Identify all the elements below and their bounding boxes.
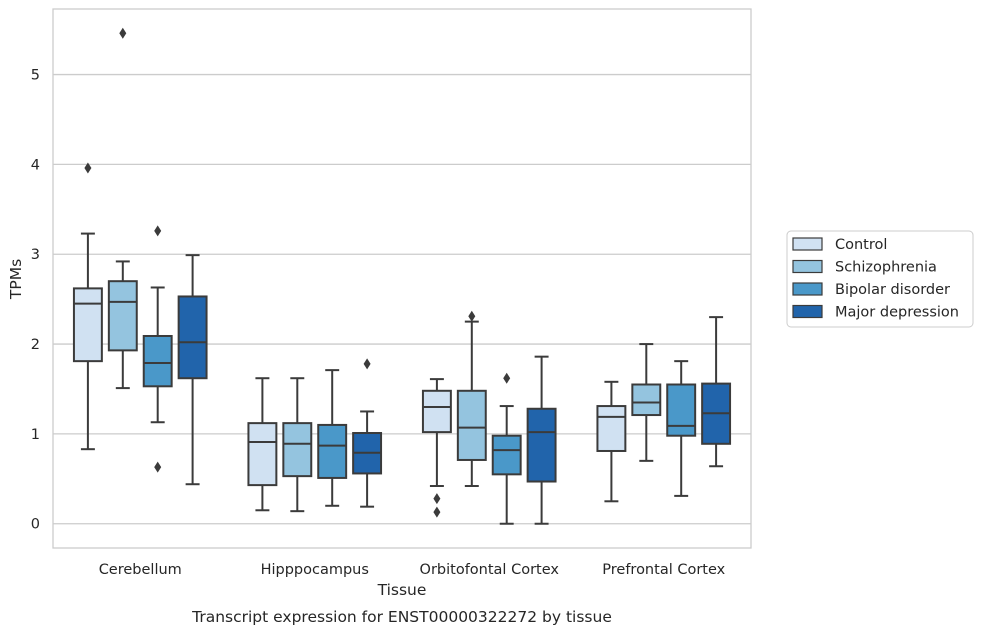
box-body <box>596 405 627 452</box>
outlier-point <box>84 162 92 174</box>
box-body <box>421 389 452 434</box>
box <box>701 316 732 468</box>
legend-label: Schizophrenia <box>835 260 937 276</box>
box <box>177 254 208 486</box>
series-major-depression <box>177 254 732 525</box>
legend-label: Major depression <box>835 305 959 321</box>
box <box>142 225 173 473</box>
box <box>491 372 522 525</box>
outlier-point <box>119 27 127 39</box>
legend-item: Schizophrenia <box>792 259 937 276</box>
legend-label: Control <box>835 237 887 253</box>
box-body <box>666 383 697 437</box>
series-control <box>72 162 627 518</box>
y-tick-labels: 0 1 2 3 4 5 <box>31 68 40 533</box>
box-body <box>631 383 662 417</box>
legend-swatch <box>792 282 823 296</box>
box-series-layer <box>72 27 732 525</box>
outlier-point <box>154 461 162 473</box>
x-tick-label: Orbitofontal Cortex <box>420 562 560 578</box>
box <box>317 369 348 507</box>
legend-item: Control <box>792 237 887 253</box>
legend-frame <box>786 230 974 328</box>
y-tick-label: 0 <box>31 517 40 533</box>
box-body <box>456 389 487 461</box>
y-tick-label: 5 <box>31 68 40 84</box>
y-axis-label: TPMs <box>7 259 25 300</box>
box-body <box>142 334 173 388</box>
box <box>247 377 278 512</box>
legend-swatch <box>792 259 823 274</box>
box <box>456 310 487 488</box>
legend-items: Control Schizophrenia Bipolar disorder Majo… <box>792 237 959 321</box>
legend-swatch <box>792 237 823 251</box>
box <box>352 358 383 508</box>
outlier-point <box>503 372 511 384</box>
outlier-point <box>154 225 162 237</box>
box <box>666 360 697 497</box>
box <box>421 378 452 518</box>
outlier-point <box>363 358 371 370</box>
chart-caption: Transcript expression for ENST0000032227… <box>191 608 612 626</box>
x-axis-label: Tissue <box>377 581 427 599</box>
x-tick-label: Prefrontal Cortex <box>602 562 725 578</box>
plot-frame <box>52 8 752 549</box>
box-body <box>107 280 138 352</box>
y-tick-label: 3 <box>31 247 40 263</box>
outlier-point <box>433 493 441 505</box>
legend-label: Bipolar disorder <box>835 282 950 298</box>
legend-item: Bipolar disorder <box>792 282 950 298</box>
box <box>72 162 103 451</box>
box-body <box>177 295 208 380</box>
box <box>596 380 627 503</box>
box-body <box>247 422 278 487</box>
x-tick-label: Cerebellum <box>99 562 182 578</box>
y-tick-label: 4 <box>31 157 40 173</box>
legend-item: Major depression <box>792 304 959 321</box>
box-body <box>317 423 348 479</box>
box-body <box>526 407 557 483</box>
box <box>631 343 662 462</box>
y-tick-label: 1 <box>31 427 40 443</box>
box-body <box>491 434 522 476</box>
box <box>282 377 313 513</box>
x-tick-labels: Cerebellum Hipppocampus Orbitofontal Corte… <box>99 562 726 578</box>
box <box>526 355 557 525</box>
legend: Control Schizophrenia Bipolar disorder Majo… <box>786 230 974 328</box>
box-body <box>282 422 313 478</box>
box <box>107 27 138 390</box>
series-bipolar-disorder <box>142 225 697 525</box>
series-schizophrenia <box>107 27 662 513</box>
y-tick-label: 2 <box>31 337 40 353</box>
legend-swatch <box>792 304 823 319</box>
outlier-point <box>433 506 441 518</box>
outlier-point <box>468 310 476 322</box>
box-body <box>72 287 103 363</box>
x-tick-label: Hipppocampus <box>261 562 369 578</box>
